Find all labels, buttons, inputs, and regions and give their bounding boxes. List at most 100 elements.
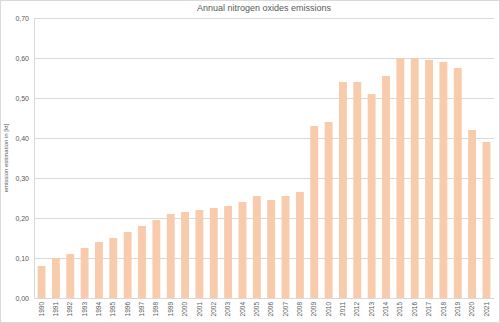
x-tick-label: 2001 [195,302,202,317]
x-tick: 2012 [353,298,360,316]
grid-line [34,58,494,59]
bar [52,258,60,298]
bar [109,238,117,298]
x-tick: 1996 [124,298,131,316]
x-tick: 2017 [425,298,432,316]
x-tick: 2007 [282,298,289,316]
x-tick: 2021 [483,298,490,316]
x-tick-label: 1994 [95,302,102,317]
y-tick: 0,30 [15,175,494,182]
y-tick-label: 0,50 [15,95,29,102]
x-tick: 1991 [52,298,59,316]
bar [353,82,361,298]
x-tick: 2002 [210,298,217,316]
x-tick: 2009 [310,298,317,316]
x-tick: 2013 [368,298,375,316]
bar [224,206,232,298]
bar [138,226,146,298]
chart: 0,000,100,200,300,400,500,600,7019901991… [0,0,500,323]
bar [124,232,132,298]
x-tick: 2014 [382,298,389,316]
x-tick: 1999 [167,298,174,316]
y-tick-label: 0,70 [15,15,29,22]
y-tick-label: 0,60 [15,55,29,62]
grid-line [34,258,494,259]
bar [339,82,347,298]
bar [195,210,203,298]
y-axis-title: emission estimation in [kt] [3,123,9,192]
x-tick-label: 2000 [181,302,188,317]
x-tick-label: 2006 [267,302,274,317]
x-tick-label: 2020 [468,302,475,317]
bar [382,76,390,298]
grid-line [34,298,494,299]
y-tick-label: 0,00 [15,295,29,302]
bars [38,58,491,298]
x-tick: 2015 [396,298,403,316]
x-tick: 2011 [339,298,346,316]
grid-line [34,18,494,19]
x-tick-label: 2013 [368,302,375,317]
bar [310,126,318,298]
x-tick-label: 2015 [396,302,403,317]
x-tick-label: 2002 [210,302,217,317]
bar [411,58,419,298]
y-axis: 0,000,100,200,300,400,500,600,70 [15,15,494,302]
bar [66,254,74,298]
x-tick-label: 1990 [38,302,45,317]
x-tick-label: 2011 [339,302,346,316]
grid-line [34,98,494,99]
x-tick-label: 1992 [66,302,73,317]
x-tick: 1998 [152,298,159,316]
bar [439,62,447,298]
x-tick: 2003 [224,298,231,316]
x-tick: 2018 [439,298,446,316]
x-tick-label: 1997 [138,302,145,317]
x-tick: 2016 [411,298,418,316]
x-tick: 2001 [195,298,202,316]
x-axis-line [35,298,495,299]
bar [296,192,304,298]
bar [253,196,261,298]
x-tick-label: 2004 [239,302,246,317]
x-tick: 2019 [454,298,461,316]
bar [483,142,491,298]
x-tick-label: 1996 [124,302,131,317]
x-tick: 2010 [325,298,332,316]
x-tick-label: 2012 [353,302,360,317]
x-tick: 1994 [95,298,102,316]
y-tick-label: 0,10 [15,255,29,262]
x-tick: 2020 [468,298,475,316]
y-tick: 0,40 [15,135,494,142]
x-tick-label: 2016 [411,302,418,317]
y-tick: 0,70 [15,15,494,22]
x-tick: 2008 [296,298,303,316]
grid-line [34,218,494,219]
x-tick-label: 2005 [253,302,260,317]
bar [81,248,89,298]
x-tick: 2006 [267,298,274,316]
bar [368,94,376,298]
x-tick: 1997 [138,298,145,316]
x-tick: 1995 [109,298,116,316]
bar [38,266,46,298]
chart-title: Annual nitrogen oxides emissions [197,3,332,13]
bar [396,58,404,298]
bar [267,200,275,298]
bar [210,208,218,298]
bar [282,196,290,298]
bar [95,242,103,298]
x-tick: 2000 [181,298,188,316]
x-tick-label: 1998 [152,302,159,317]
x-tick-label: 1995 [109,302,116,317]
plot: 0,000,100,200,300,400,500,600,7019901991… [15,15,494,317]
x-tick-label: 2003 [224,302,231,317]
x-tick: 1990 [38,298,45,316]
grid-line [34,138,494,139]
y-tick-label: 0,30 [15,175,29,182]
x-tick: 1993 [81,298,88,316]
grid-line [34,178,494,179]
x-tick-label: 1999 [167,302,174,317]
bar [239,202,247,298]
bar [468,130,476,298]
